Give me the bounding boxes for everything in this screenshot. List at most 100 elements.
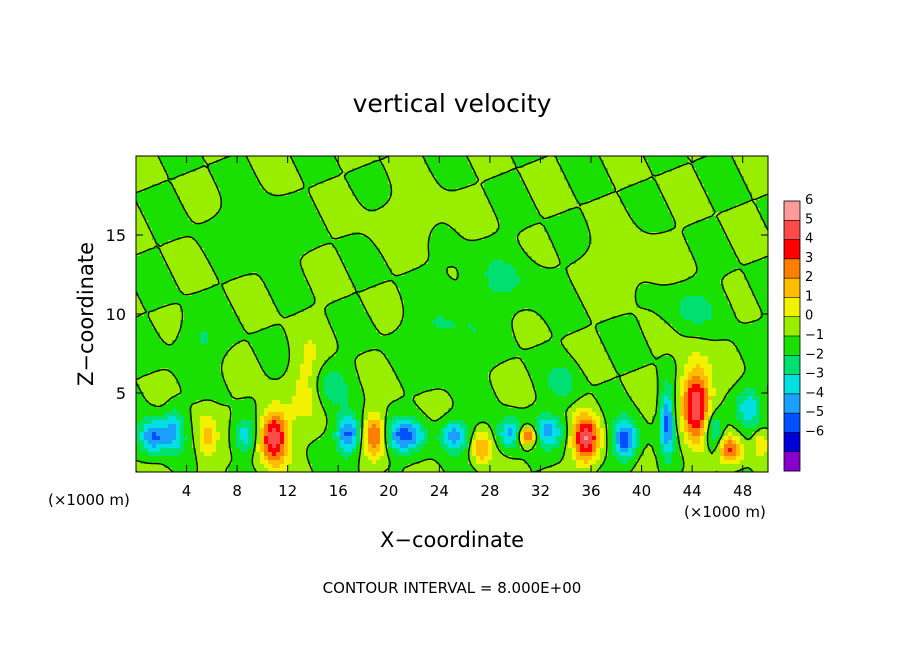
heat-cell <box>744 172 749 177</box>
heat-cell <box>240 208 245 213</box>
heat-cell <box>268 184 273 189</box>
heat-cell <box>536 272 541 277</box>
heat-cell <box>180 188 185 193</box>
heat-cell <box>288 160 293 165</box>
heat-cell <box>440 188 445 193</box>
heat-cell <box>232 156 237 161</box>
heat-cell <box>412 276 417 281</box>
heat-cell <box>640 176 645 181</box>
heat-cell <box>368 240 373 245</box>
heat-cell <box>244 208 249 213</box>
heat-cell <box>676 244 681 249</box>
heat-cell <box>588 228 593 233</box>
heat-cell <box>292 276 297 281</box>
heat-cell <box>628 164 633 169</box>
heat-cell <box>212 164 217 169</box>
heat-cell <box>164 188 169 193</box>
heat-cell <box>640 252 645 257</box>
heat-cell <box>532 244 537 249</box>
heat-cell <box>376 200 381 205</box>
heat-cell <box>164 180 169 185</box>
heat-cell <box>744 168 749 173</box>
heat-cell <box>444 200 449 205</box>
heat-cell <box>548 204 553 209</box>
heat-cell <box>356 264 361 269</box>
heat-cell <box>264 160 269 165</box>
heat-cell <box>248 240 253 245</box>
heat-cell <box>468 192 473 197</box>
heat-cell <box>204 216 209 221</box>
heat-cell <box>468 212 473 217</box>
heat-cell <box>744 176 749 181</box>
heat-cell <box>624 172 629 177</box>
heat-cell <box>712 212 717 217</box>
heat-cell <box>232 168 237 173</box>
heat-cell <box>556 228 561 233</box>
heat-cell <box>608 264 613 269</box>
heat-cell <box>504 260 509 265</box>
heat-cell <box>520 232 525 237</box>
heat-cell <box>696 264 701 269</box>
heat-cell <box>760 164 765 169</box>
heat-cell <box>280 196 285 201</box>
heat-cell <box>440 252 445 257</box>
heat-cell <box>288 204 293 209</box>
heat-cell <box>204 156 209 161</box>
heat-cell <box>148 232 153 237</box>
heat-cell <box>264 248 269 253</box>
heat-cell <box>188 208 193 213</box>
heat-cell <box>680 212 685 217</box>
heat-cell <box>384 216 389 221</box>
heat-cell <box>476 180 481 185</box>
heat-cell <box>460 168 465 173</box>
heat-cell <box>688 228 693 233</box>
heat-cell <box>564 232 569 237</box>
heat-cell <box>488 216 493 221</box>
heat-cell <box>272 268 277 273</box>
heat-cell <box>156 212 161 217</box>
heat-cell <box>360 156 365 161</box>
heat-cell <box>176 156 181 161</box>
heat-cell <box>152 264 157 269</box>
heat-cell <box>152 220 157 225</box>
heat-cell <box>372 156 377 161</box>
heat-cell <box>496 268 501 273</box>
heat-cell <box>524 172 529 177</box>
heat-cell <box>224 228 229 233</box>
heat-cell <box>364 232 369 237</box>
heat-cell <box>760 180 765 185</box>
heat-cell <box>368 272 373 277</box>
heat-cell <box>484 264 489 269</box>
heat-cell <box>404 176 409 181</box>
heat-cell <box>400 204 405 209</box>
heat-cell <box>624 248 629 253</box>
heat-cell <box>684 208 689 213</box>
heat-cell <box>344 184 349 189</box>
heat-cell <box>708 212 713 217</box>
heat-cell <box>716 188 721 193</box>
heat-cell <box>180 212 185 217</box>
heat-cell <box>408 192 413 197</box>
heat-cell <box>232 212 237 217</box>
heat-cell <box>652 216 657 221</box>
heat-cell <box>152 224 157 229</box>
heat-cell <box>616 232 621 237</box>
heat-cell <box>260 272 265 277</box>
heat-cell <box>208 160 213 165</box>
heat-cell <box>536 196 541 201</box>
heat-cell <box>684 188 689 193</box>
heat-cell <box>252 256 257 261</box>
heat-cell <box>144 272 149 277</box>
heat-cell <box>396 228 401 233</box>
heat-cell <box>560 196 565 201</box>
heat-cell <box>204 184 209 189</box>
heat-cell <box>328 264 333 269</box>
heat-cell <box>276 156 281 161</box>
heat-cell <box>348 164 353 169</box>
heat-cell <box>392 276 397 281</box>
heat-cell <box>180 208 185 213</box>
heat-cell <box>372 256 377 261</box>
heat-cell <box>300 244 305 249</box>
heat-cell <box>664 192 669 197</box>
heat-cell <box>640 256 645 261</box>
